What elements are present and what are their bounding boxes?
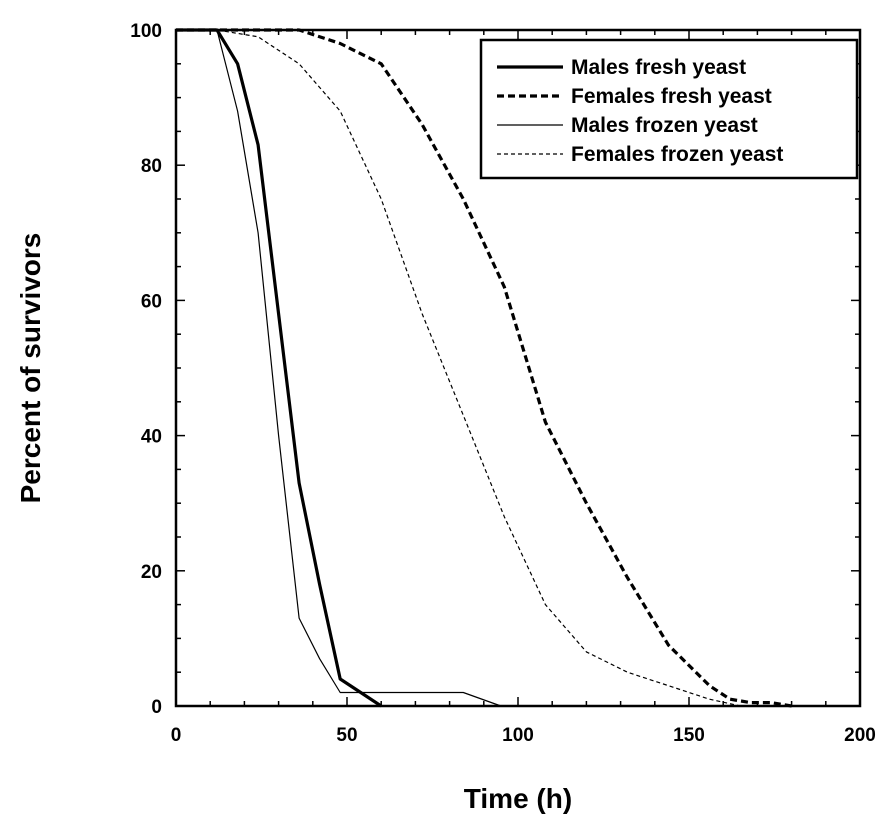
- y-tick-labels: 0 20 40 60 80 100: [130, 21, 162, 718]
- x-tick-label: 150: [673, 725, 705, 746]
- series-line-2: [176, 28, 792, 708]
- x-tick-label: 0: [171, 725, 182, 746]
- y-tick-label: 0: [151, 697, 162, 718]
- x-axis-title: Time (h): [464, 783, 572, 814]
- series-line-3: [176, 29, 502, 707]
- y-tick-label: 60: [141, 291, 162, 312]
- legend-label-3: Males frozen yeast: [571, 114, 758, 137]
- x-tick-label: 100: [502, 725, 534, 746]
- y-tick-label: 80: [141, 156, 162, 177]
- y-tick-label: 100: [130, 21, 162, 42]
- x-tick-label: 200: [844, 725, 876, 746]
- y-axis-title: Percent of survivors: [15, 233, 46, 504]
- legend: Males fresh yeast Females fresh yeast Male…: [479, 38, 859, 180]
- x-tick-label: 50: [336, 725, 357, 746]
- x-tick-labels: 0 50 100 150 200: [171, 725, 876, 746]
- legend-box: [479, 38, 859, 180]
- series-lines: [176, 28, 792, 708]
- series-line-4: [176, 29, 741, 707]
- axis-ticks: [175, 29, 861, 707]
- legend-label-4: Females frozen yeast: [571, 143, 783, 166]
- y-tick-label: 20: [141, 562, 162, 583]
- y-tick-label: 40: [141, 427, 162, 448]
- series-line-1: [176, 28, 383, 708]
- legend-label-1: Males fresh yeast: [571, 56, 746, 79]
- legend-label-2: Females fresh yeast: [571, 85, 772, 108]
